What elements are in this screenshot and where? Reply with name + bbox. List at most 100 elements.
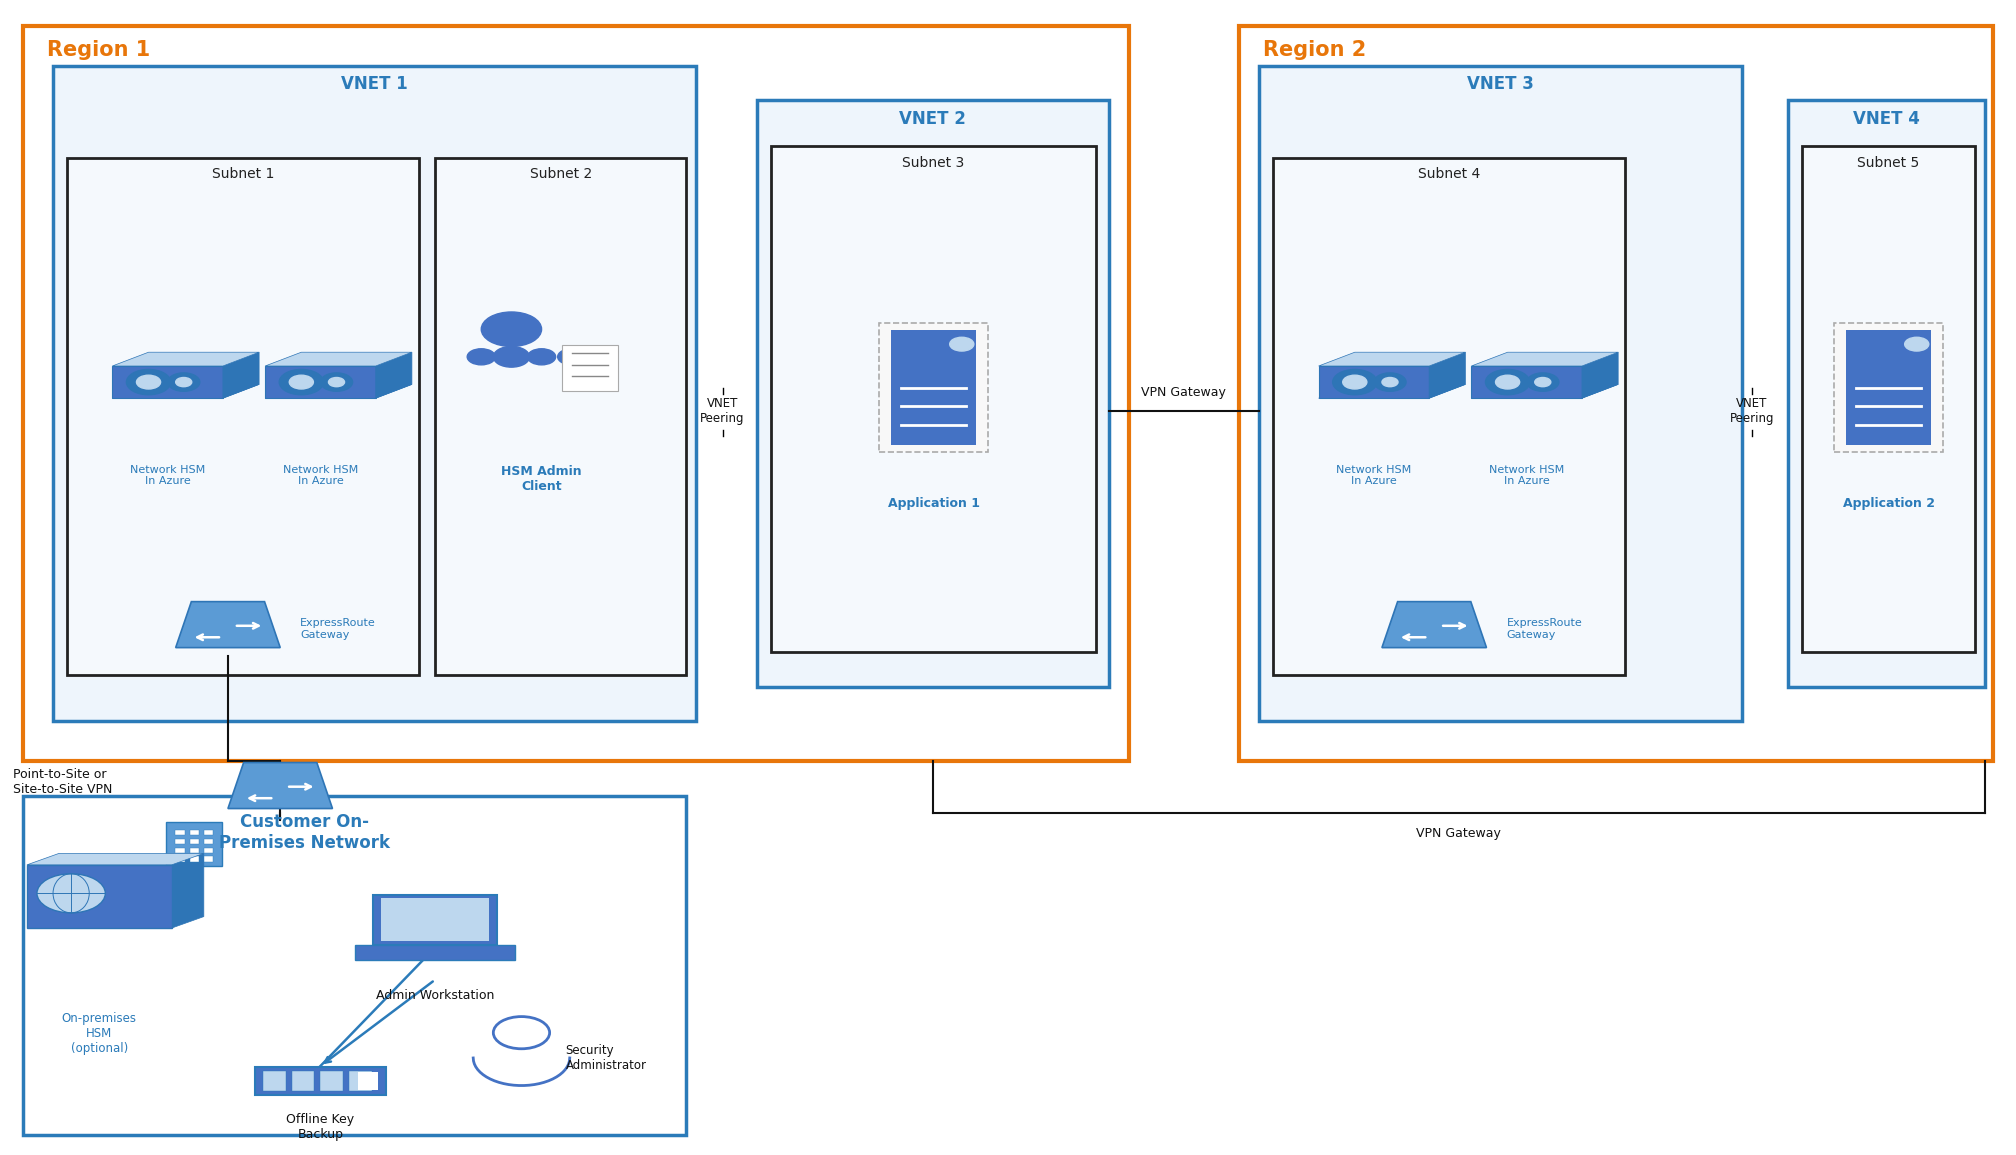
- FancyBboxPatch shape: [190, 830, 200, 835]
- FancyBboxPatch shape: [756, 100, 1109, 687]
- Circle shape: [36, 874, 105, 912]
- Polygon shape: [224, 352, 260, 398]
- FancyBboxPatch shape: [1274, 158, 1625, 676]
- Polygon shape: [1472, 352, 1619, 366]
- Text: On-premises
HSM
(optional): On-premises HSM (optional): [62, 1012, 137, 1055]
- Polygon shape: [1472, 385, 1619, 398]
- Text: Subnet 5: Subnet 5: [1857, 156, 1919, 170]
- FancyBboxPatch shape: [204, 839, 214, 844]
- FancyBboxPatch shape: [1788, 100, 1986, 687]
- Text: VNET 4: VNET 4: [1853, 110, 1919, 128]
- FancyBboxPatch shape: [22, 25, 1129, 761]
- Text: Offline Key
Backup: Offline Key Backup: [286, 1113, 355, 1141]
- FancyBboxPatch shape: [175, 839, 185, 844]
- Text: Application 2: Application 2: [1843, 497, 1935, 511]
- Polygon shape: [266, 366, 375, 398]
- Polygon shape: [171, 854, 204, 929]
- Polygon shape: [113, 366, 224, 398]
- FancyBboxPatch shape: [1802, 147, 1976, 653]
- FancyBboxPatch shape: [321, 1071, 343, 1091]
- Circle shape: [494, 346, 530, 367]
- Text: VNET
Peering: VNET Peering: [700, 397, 744, 425]
- Circle shape: [1486, 370, 1530, 395]
- FancyBboxPatch shape: [373, 895, 498, 945]
- Text: Region 1: Region 1: [46, 39, 151, 60]
- FancyBboxPatch shape: [435, 158, 685, 676]
- Circle shape: [468, 349, 496, 365]
- Text: VNET 2: VNET 2: [899, 110, 966, 128]
- Circle shape: [558, 349, 587, 365]
- Text: HSM Admin
Client: HSM Admin Client: [502, 464, 583, 493]
- Polygon shape: [1429, 352, 1466, 398]
- Circle shape: [175, 378, 192, 387]
- Circle shape: [950, 337, 974, 351]
- FancyBboxPatch shape: [562, 345, 619, 392]
- Text: Security
Administrator: Security Administrator: [566, 1044, 647, 1072]
- Circle shape: [1333, 370, 1377, 395]
- Text: VNET 1: VNET 1: [341, 75, 407, 94]
- FancyBboxPatch shape: [190, 839, 200, 844]
- Text: VNET 3: VNET 3: [1468, 75, 1534, 94]
- FancyBboxPatch shape: [190, 856, 200, 862]
- FancyBboxPatch shape: [52, 66, 696, 721]
- Circle shape: [482, 312, 542, 346]
- Polygon shape: [375, 352, 411, 398]
- Text: Region 2: Region 2: [1264, 39, 1367, 60]
- FancyBboxPatch shape: [357, 1072, 377, 1090]
- Text: Customer On-
Premises Network: Customer On- Premises Network: [220, 813, 389, 852]
- Text: Point-to-Site or
Site-to-Site VPN: Point-to-Site or Site-to-Site VPN: [12, 768, 113, 796]
- FancyBboxPatch shape: [891, 330, 976, 446]
- FancyBboxPatch shape: [26, 865, 171, 929]
- Circle shape: [127, 370, 171, 395]
- Polygon shape: [1318, 385, 1466, 398]
- Circle shape: [1496, 375, 1520, 389]
- FancyBboxPatch shape: [1240, 25, 1994, 761]
- Text: Subnet 2: Subnet 2: [530, 167, 593, 181]
- FancyBboxPatch shape: [165, 822, 222, 866]
- Polygon shape: [1318, 352, 1466, 366]
- Polygon shape: [1381, 602, 1486, 648]
- Polygon shape: [1318, 366, 1429, 398]
- FancyBboxPatch shape: [381, 899, 490, 940]
- Circle shape: [329, 378, 345, 387]
- Text: Application 1: Application 1: [887, 497, 980, 511]
- Text: .....: .....: [266, 1076, 278, 1086]
- Circle shape: [528, 349, 556, 365]
- Circle shape: [1905, 337, 1929, 351]
- Polygon shape: [175, 602, 280, 648]
- FancyBboxPatch shape: [204, 830, 214, 835]
- Text: Subnet 3: Subnet 3: [903, 156, 966, 170]
- Circle shape: [1534, 378, 1550, 387]
- Polygon shape: [1583, 352, 1619, 398]
- Polygon shape: [26, 854, 204, 865]
- Circle shape: [278, 370, 323, 395]
- FancyBboxPatch shape: [175, 848, 185, 852]
- Polygon shape: [266, 352, 411, 366]
- FancyBboxPatch shape: [204, 848, 214, 852]
- Circle shape: [321, 373, 353, 392]
- Polygon shape: [113, 352, 260, 366]
- FancyBboxPatch shape: [1835, 323, 1943, 453]
- Text: ExpressRoute
Gateway: ExpressRoute Gateway: [300, 618, 377, 640]
- Text: Admin Workstation: Admin Workstation: [375, 989, 494, 1003]
- FancyBboxPatch shape: [1847, 330, 1931, 446]
- FancyBboxPatch shape: [292, 1071, 314, 1091]
- FancyBboxPatch shape: [22, 796, 685, 1135]
- Text: Network HSM
In Azure: Network HSM In Azure: [1337, 464, 1411, 486]
- Circle shape: [1381, 378, 1397, 387]
- Text: Network HSM
In Azure: Network HSM In Azure: [1490, 464, 1564, 486]
- FancyBboxPatch shape: [190, 848, 200, 852]
- Circle shape: [1373, 373, 1405, 392]
- FancyBboxPatch shape: [355, 945, 516, 960]
- FancyBboxPatch shape: [204, 856, 214, 862]
- Polygon shape: [266, 385, 411, 398]
- Polygon shape: [228, 762, 333, 808]
- Circle shape: [1526, 373, 1558, 392]
- FancyBboxPatch shape: [175, 856, 185, 862]
- FancyBboxPatch shape: [770, 147, 1097, 653]
- Text: Network HSM
In Azure: Network HSM In Azure: [129, 464, 206, 486]
- FancyBboxPatch shape: [256, 1067, 385, 1095]
- Text: VPN Gateway: VPN Gateway: [1417, 827, 1502, 840]
- Text: Subnet 1: Subnet 1: [212, 167, 274, 181]
- Text: Network HSM
In Azure: Network HSM In Azure: [282, 464, 359, 486]
